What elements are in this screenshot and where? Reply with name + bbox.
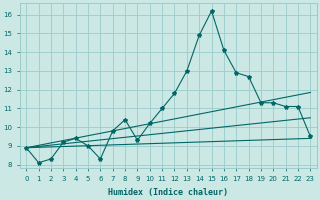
X-axis label: Humidex (Indice chaleur): Humidex (Indice chaleur) (108, 188, 228, 197)
